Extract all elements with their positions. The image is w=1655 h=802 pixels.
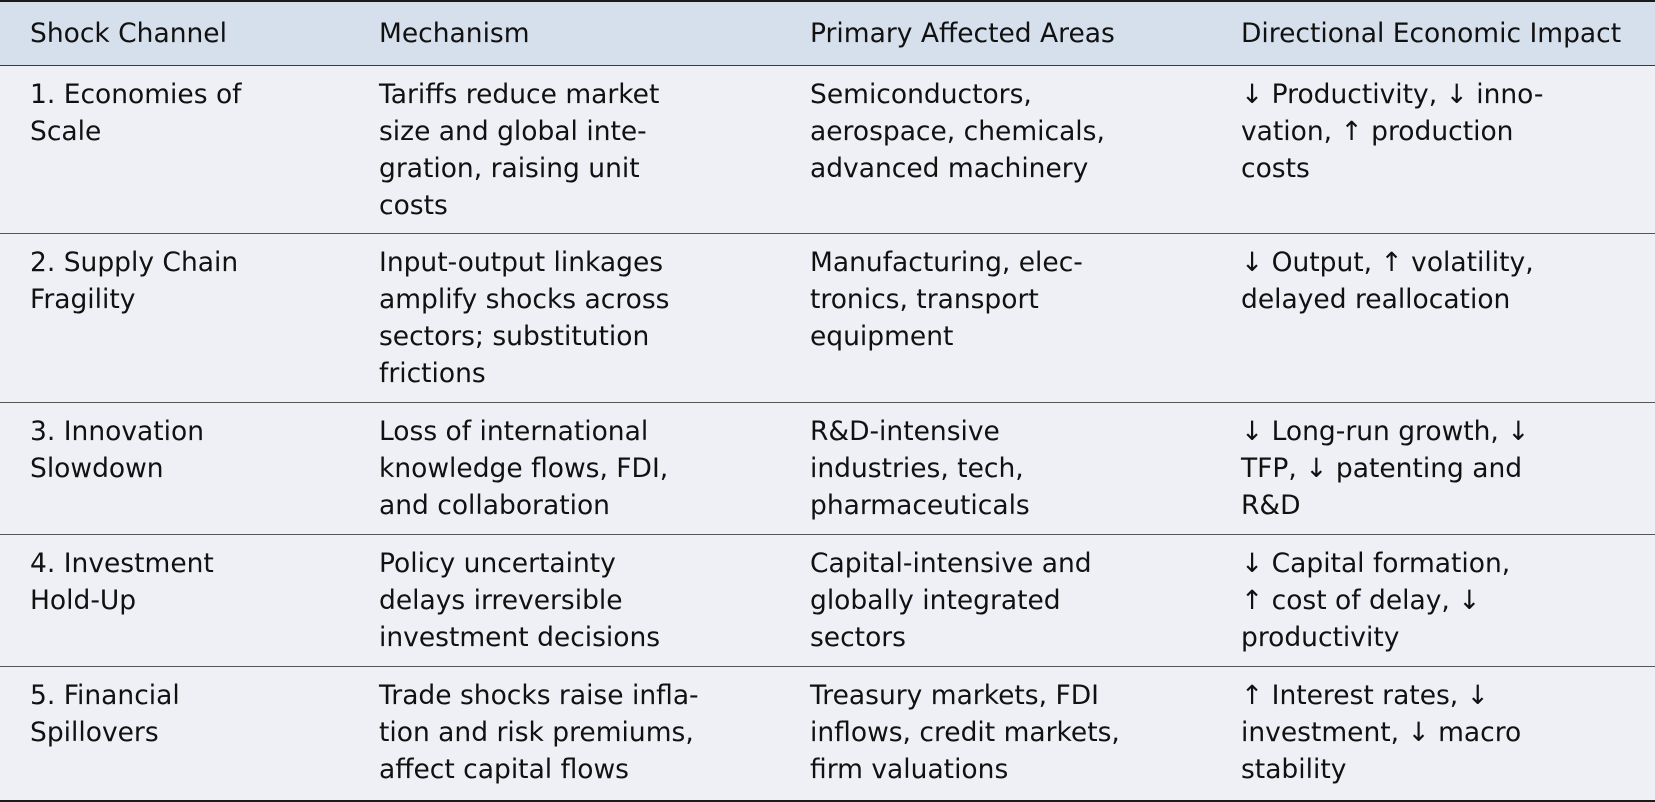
cell-economic-impact: ↓ Productivity, ↓ inno- vation, ↑ produc… xyxy=(1211,65,1655,234)
column-header-directional-economic-impact: Directional Economic Impact xyxy=(1211,2,1655,66)
table-row: 5. Financial Spillovers Trade shocks rai… xyxy=(0,666,1655,797)
cell-economic-impact: ↑ Interest rates, ↓ investment, ↓ macro … xyxy=(1241,679,1522,785)
table-row: 2. Supply Chain Fragility Input-output l… xyxy=(0,233,1655,403)
column-header-shock-channel: Shock Channel xyxy=(0,2,349,66)
header-row: Shock Channel Mechanism Primary Affected… xyxy=(0,2,1655,66)
cell-mechanism: Tariffs reduce market size and global in… xyxy=(349,65,780,234)
cell-affected-areas: Treasury markets, FDI inflows, credit ma… xyxy=(810,679,1120,785)
cell-affected-areas: R&D-intensive industries, tech, pharmace… xyxy=(780,402,1211,535)
table-row: 4. Investment Hold-Up Policy uncertainty… xyxy=(0,534,1655,667)
cell-shock-channel: 4. Investment Hold-Up xyxy=(0,534,349,667)
cell-economic-impact: ↓ Output, ↑ volatility, delayed realloca… xyxy=(1211,233,1655,403)
table-body: 1. Economies of Scale Tariffs reduce mar… xyxy=(0,65,1655,797)
cell-shock-channel: 2. Supply Chain Fragility xyxy=(0,233,349,403)
table-row: 3. Innovation Slowdown Loss of internati… xyxy=(0,402,1655,535)
table-row: 1. Economies of Scale Tariffs reduce mar… xyxy=(0,65,1655,234)
cell-economic-impact: ↓ Long-run growth, ↓ TFP, ↓ patenting an… xyxy=(1211,402,1655,535)
cell-mechanism: Policy uncertainty delays irreversible i… xyxy=(349,534,780,667)
cell-mechanism: Trade shocks raise infla- tion and risk … xyxy=(379,679,699,785)
cell-mechanism: Loss of international knowledge flows, F… xyxy=(349,402,780,535)
cell-mechanism: Input-output linkages amplify shocks acr… xyxy=(349,233,780,403)
cell-economic-impact: ↓ Capital formation, ↑ cost of delay, ↓ … xyxy=(1211,534,1655,667)
cell-shock-channel: 5. Financial Spillovers xyxy=(30,679,180,748)
cell-affected-areas: Semiconductors, aerospace, chemicals, ad… xyxy=(780,65,1211,234)
cell-shock-channel: 3. Innovation Slowdown xyxy=(0,402,349,535)
cell-affected-areas: Manufacturing, elec- tronics, transport … xyxy=(780,233,1211,403)
cell-affected-areas: Capital-intensive and globally integrate… xyxy=(780,534,1211,667)
column-header-primary-affected-areas: Primary Affected Areas xyxy=(780,2,1211,66)
cell-shock-channel: 1. Economies of Scale xyxy=(0,65,349,234)
table-header: Shock Channel Mechanism Primary Affected… xyxy=(0,2,1655,66)
column-header-mechanism: Mechanism xyxy=(349,2,780,66)
